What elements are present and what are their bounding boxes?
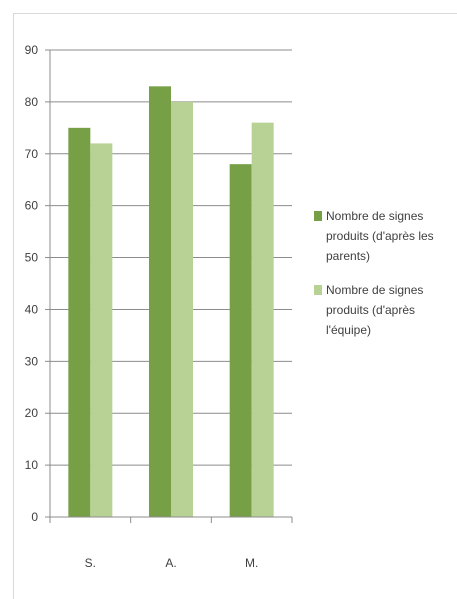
x-axis-ticks: S. A. M. xyxy=(49,517,293,570)
x-tick-label: A. xyxy=(165,556,176,570)
bar-M-series-0 xyxy=(229,164,252,517)
y-axis-ticks: 0 10 20 30 40 50 60 70 80 90 xyxy=(25,43,50,524)
bar-S-series-1 xyxy=(90,143,113,517)
y-tick-label: 60 xyxy=(25,199,39,213)
bar-A-series-1 xyxy=(171,101,193,517)
y-tick-label: 20 xyxy=(25,406,39,420)
legend-swatch-parents xyxy=(314,211,322,221)
y-tick-label: 80 xyxy=(25,95,39,109)
bar-M-series-1 xyxy=(251,122,274,518)
y-tick-label: 90 xyxy=(25,43,39,57)
legend-item-parents: Nombre de signes produits (d'après les p… xyxy=(314,206,454,266)
bar-A-series-0 xyxy=(149,86,171,518)
legend-item-equipe: Nombre de signes produits (d'après l'équ… xyxy=(314,280,454,340)
legend-label-equipe: Nombre de signes produits (d'après l'équ… xyxy=(326,283,424,337)
y-tick-label: 50 xyxy=(25,251,39,265)
bar-S-series-0 xyxy=(68,127,91,517)
bars xyxy=(68,86,274,518)
x-tick-label: M. xyxy=(245,556,258,570)
y-tick-label: 30 xyxy=(25,354,39,368)
y-tick-label: 70 xyxy=(25,147,39,161)
chart-frame xyxy=(13,13,457,599)
y-tick-label: 10 xyxy=(25,458,39,472)
y-tick-label: 0 xyxy=(31,510,38,524)
legend-label-parents: Nombre de signes produits (d'après les p… xyxy=(326,209,434,263)
x-axis xyxy=(49,50,292,518)
legend: Nombre de signes produits (d'après les p… xyxy=(314,206,454,354)
x-tick-label: S. xyxy=(85,556,96,570)
y-tick-label: 40 xyxy=(25,302,39,316)
legend-swatch-equipe xyxy=(314,285,322,295)
